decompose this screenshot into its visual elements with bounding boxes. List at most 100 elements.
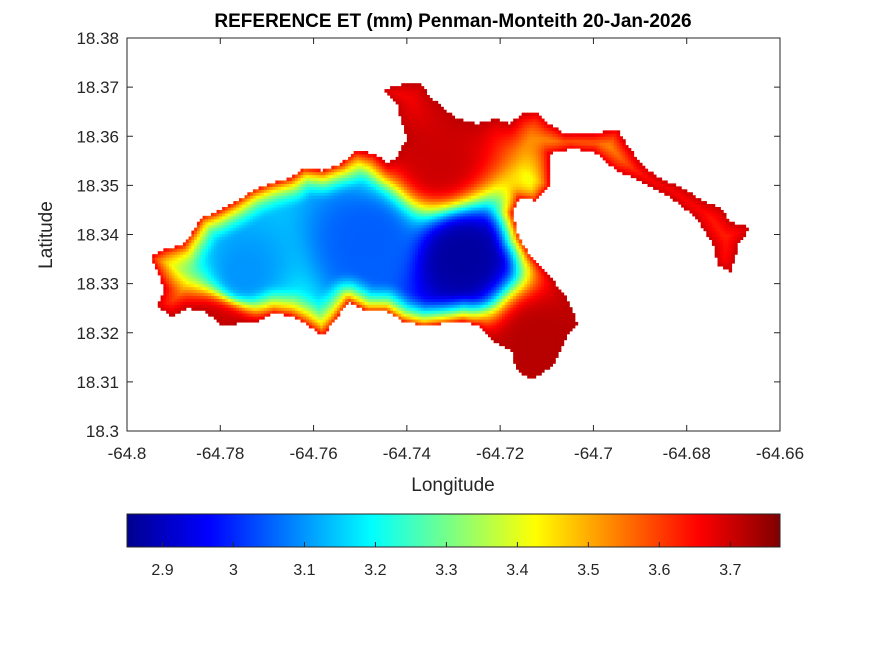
- et-cell: [244, 221, 248, 226]
- et-cell: [202, 254, 206, 258]
- et-cell: [320, 283, 324, 288]
- et-cell: [320, 198, 324, 202]
- et-cell: [432, 124, 436, 129]
- et-cell: [390, 192, 394, 196]
- et-cell: [367, 301, 372, 305]
- et-cell: [266, 221, 271, 226]
- et-cell: [289, 221, 293, 226]
- et-cell: [359, 239, 363, 243]
- et-cell: [252, 198, 257, 202]
- et-cell: [350, 162, 355, 167]
- et-cell: [406, 165, 411, 170]
- et-cell: [236, 233, 240, 238]
- et-cell: [384, 298, 388, 302]
- et-cell: [370, 221, 374, 226]
- et-cell: [269, 192, 274, 196]
- et-cell: [401, 106, 405, 111]
- et-cell: [406, 265, 411, 270]
- et-cell: [432, 130, 436, 134]
- et-cell: [398, 209, 402, 214]
- et-cell: [233, 206, 237, 211]
- et-cell: [264, 212, 268, 217]
- et-cell: [320, 254, 324, 258]
- et-cell: [342, 192, 346, 196]
- et-cell: [429, 171, 433, 176]
- et-cell: [188, 271, 192, 276]
- et-cell: [283, 206, 288, 211]
- et-cell: [182, 295, 187, 299]
- et-cell: [412, 118, 416, 123]
- et-cell: [314, 289, 318, 294]
- et-cell: [258, 248, 262, 252]
- et-cell: [437, 209, 442, 214]
- et-cell: [292, 221, 296, 226]
- et-cell: [224, 233, 229, 238]
- et-cell: [308, 183, 313, 187]
- et-cell: [359, 218, 363, 223]
- et-cell: [308, 292, 313, 297]
- et-cell: [395, 230, 400, 235]
- et-cell: [334, 313, 338, 317]
- et-cell: [328, 271, 332, 276]
- et-cell: [275, 289, 279, 294]
- et-cell: [418, 271, 422, 276]
- et-cell: [376, 215, 380, 220]
- et-cell: [261, 257, 265, 261]
- et-cell: [255, 215, 260, 220]
- et-cell: [219, 239, 223, 243]
- et-cell: [362, 209, 366, 214]
- et-cell: [415, 321, 419, 326]
- et-cell: [390, 201, 394, 205]
- et-cell: [437, 257, 442, 261]
- et-cell: [331, 189, 335, 193]
- et-cell: [356, 304, 360, 308]
- et-cell: [348, 277, 352, 282]
- et-cell: [205, 304, 209, 308]
- et-cell: [378, 209, 383, 214]
- et-cell: [174, 301, 178, 305]
- et-cell: [168, 271, 173, 276]
- et-cell: [373, 289, 377, 294]
- et-cell: [255, 204, 260, 208]
- et-cell: [434, 103, 439, 108]
- et-cell: [381, 236, 386, 241]
- et-cell: [437, 230, 442, 235]
- et-cell: [373, 204, 377, 208]
- et-cell: [390, 186, 394, 190]
- et-cell: [381, 201, 386, 205]
- et-cell: [320, 271, 324, 276]
- et-cell: [415, 192, 419, 196]
- et-cell: [297, 221, 302, 226]
- et-cell: [398, 274, 402, 279]
- et-cell: [286, 298, 290, 302]
- et-cell: [370, 201, 374, 205]
- et-cell: [205, 233, 209, 238]
- et-cell: [392, 301, 397, 305]
- et-cell: [308, 218, 313, 223]
- et-cell: [412, 92, 416, 96]
- et-cell: [412, 239, 416, 243]
- et-cell: [426, 97, 430, 102]
- et-cell: [233, 319, 237, 323]
- et-cell: [353, 192, 358, 196]
- et-cell: [275, 215, 279, 220]
- et-cell: [213, 212, 218, 217]
- et-cell: [350, 233, 355, 238]
- et-cell: [406, 257, 411, 261]
- et-cell: [306, 262, 310, 267]
- et-cell: [289, 209, 293, 214]
- et-cell: [300, 171, 304, 176]
- et-cell: [227, 239, 232, 243]
- et-cell: [434, 109, 439, 114]
- et-cell: [222, 289, 226, 294]
- et-cell: [348, 168, 352, 173]
- et-cell: [392, 174, 397, 179]
- et-cell: [331, 251, 335, 255]
- et-cell: [429, 180, 433, 185]
- et-cell: [420, 124, 425, 129]
- et-cell: [345, 295, 349, 299]
- et-cell: [426, 192, 430, 196]
- et-cell: [210, 242, 215, 246]
- et-cell: [406, 171, 411, 176]
- et-cell: [210, 313, 215, 317]
